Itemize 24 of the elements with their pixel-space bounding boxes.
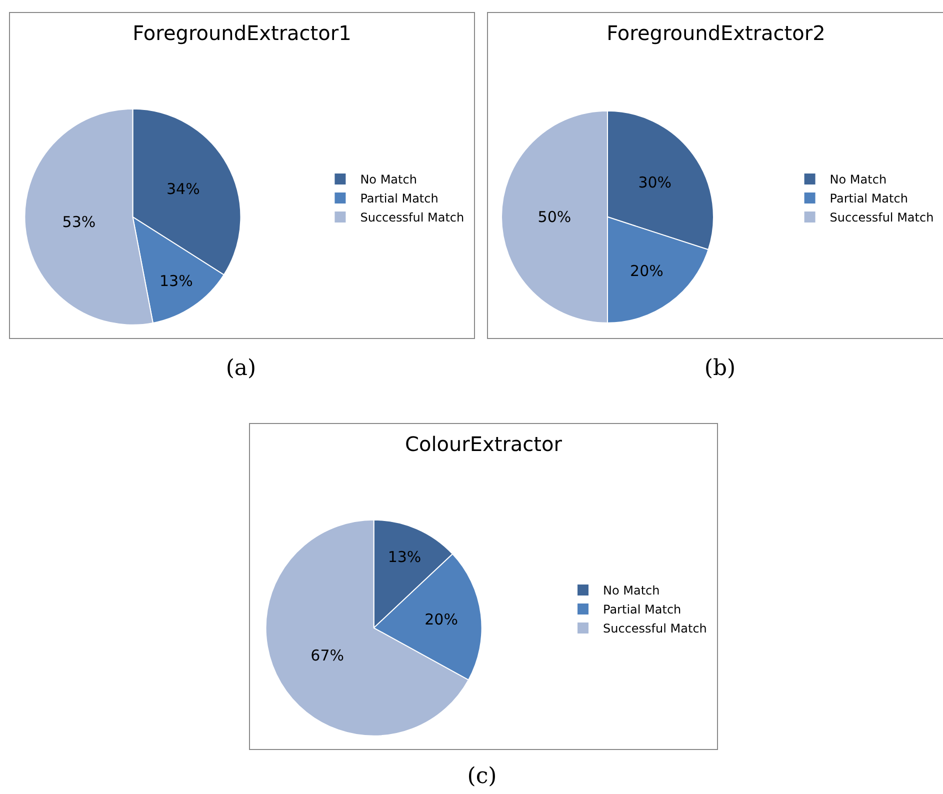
data-label: 20% <box>630 262 664 280</box>
data-label: 50% <box>538 208 572 226</box>
data-label: 53% <box>62 212 96 231</box>
legend-label: Successful Match <box>603 622 707 636</box>
data-label: 30% <box>638 173 672 192</box>
chart-title: ForegroundExtractor2 <box>606 21 826 45</box>
data-label: 13% <box>159 272 193 290</box>
legend-label: Partial Match <box>603 602 682 617</box>
legend-label: Successful Match <box>830 210 934 225</box>
text: (b) <box>703 356 737 381</box>
text: (a) <box>224 356 258 381</box>
data-label: 20% <box>424 610 458 628</box>
chart-title: ForegroundExtractor1 <box>132 21 352 45</box>
data-label: 67% <box>310 646 344 664</box>
legend-label: Partial Match <box>360 192 438 206</box>
legend-label: Partial Match <box>830 192 908 206</box>
legend-label: No Match <box>603 584 660 598</box>
legend-label: Successful Match <box>360 210 464 225</box>
legend-label: No Match <box>360 172 417 187</box>
chart-title: ColourExtractor <box>405 432 563 456</box>
text: (c) <box>466 764 498 789</box>
data-label: 34% <box>166 180 200 198</box>
data-label: 13% <box>388 548 422 566</box>
legend-label: No Match <box>830 172 887 187</box>
